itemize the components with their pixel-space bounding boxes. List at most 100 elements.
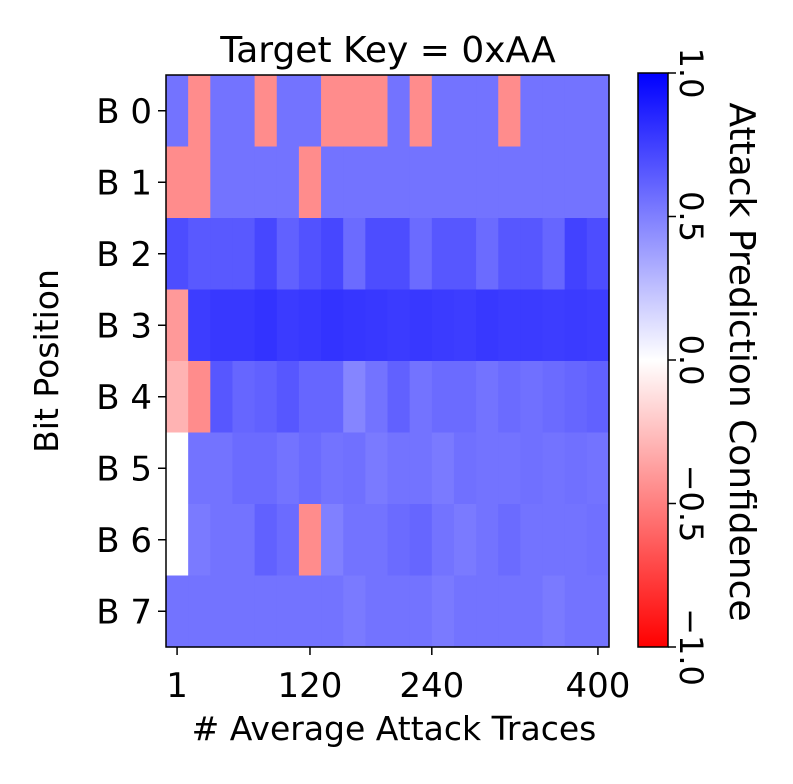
- heatmap-cell: [431, 504, 455, 577]
- heatmap-cell: [409, 146, 433, 219]
- heatmap-cell: [298, 218, 322, 291]
- heatmap-cell: [431, 289, 455, 362]
- heatmap-cell: [276, 289, 300, 362]
- heatmap-cell: [520, 361, 544, 434]
- y-tick-label: B 7: [96, 592, 152, 632]
- heatmap-cell: [542, 432, 566, 505]
- heatmap-cell: [210, 504, 234, 577]
- heatmap-cell: [431, 575, 455, 648]
- x-axis-ticks: 1 120 240 400: [166, 647, 630, 706]
- heatmap-cell: [365, 361, 389, 434]
- heatmap-cell: [321, 432, 344, 505]
- heatmap-cell: [542, 504, 566, 577]
- heatmap-cell: [586, 504, 610, 577]
- heatmap-cell: [409, 289, 433, 362]
- heatmap-cell: [431, 218, 455, 291]
- heatmap-cell: [166, 504, 189, 577]
- heatmap-cell: [254, 432, 278, 505]
- heatmap-cell: [232, 146, 256, 219]
- heatmap-cell: [188, 146, 211, 219]
- heatmap-cell: [166, 432, 189, 505]
- heatmap-cell: [542, 361, 566, 434]
- heatmap-cell: [166, 75, 189, 148]
- y-axis-ticks: B 0 B 1 B 2 B 3 B 4 B 5 B 6 B 7: [96, 92, 166, 632]
- heatmap-cell: [520, 146, 544, 219]
- heatmap-cell: [365, 575, 389, 648]
- heatmap-cell: [254, 218, 278, 291]
- heatmap-cell: [365, 75, 389, 148]
- heatmap-cell: [343, 504, 366, 577]
- heatmap-cell: [431, 432, 455, 505]
- heatmap-cell: [453, 218, 477, 291]
- heatmap-cell: [520, 575, 544, 648]
- heatmap-cell: [321, 289, 344, 362]
- x-tick-label: 1: [166, 666, 188, 706]
- heatmap-cell: [232, 575, 256, 648]
- heatmap-cell: [298, 361, 322, 434]
- colorbar: [637, 72, 669, 648]
- chart-title: Target Key = 0xAA: [219, 30, 556, 71]
- heatmap-cell: [298, 146, 322, 219]
- heatmap-cell: [453, 289, 477, 362]
- plot-frame: [165, 74, 610, 648]
- heatmap-cell: [188, 218, 211, 291]
- heatmap-cell: [365, 432, 389, 505]
- heatmap-cell: [343, 575, 366, 648]
- heatmap-cell: [365, 146, 389, 219]
- heatmap-cell: [365, 289, 389, 362]
- x-tick-label: 240: [399, 666, 464, 706]
- colorbar-label: Attack Prediction Confidence: [721, 102, 762, 621]
- x-tick-label: 400: [565, 666, 630, 706]
- heatmap-cell: [564, 75, 588, 148]
- heatmap-cell: [520, 504, 544, 577]
- heatmap-cell: [564, 146, 588, 219]
- heatmap-cell: [232, 218, 256, 291]
- heatmap-cell: [232, 75, 256, 148]
- heatmap-cell: [166, 146, 189, 219]
- heatmap-cell: [476, 218, 499, 291]
- heatmap-cell: [276, 361, 300, 434]
- heatmap-cell: [520, 75, 544, 148]
- heatmap-cell: [586, 575, 610, 648]
- heatmap-cell: [343, 218, 366, 291]
- heatmap-cell: [542, 146, 566, 219]
- heatmap-cell: [298, 75, 322, 148]
- heatmap-cell: [188, 432, 211, 505]
- colorbar-ticks: 1.0 0.5 0.0 −0.5 −1.0: [668, 48, 710, 686]
- heatmap-cell: [188, 361, 211, 434]
- heatmap-cell: [564, 361, 588, 434]
- heatmap-cell: [476, 289, 499, 362]
- heatmap-cell: [542, 289, 566, 362]
- heatmap-cell: [498, 146, 521, 219]
- heatmap-cell: [586, 289, 610, 362]
- heatmap-cell: [520, 218, 544, 291]
- heatmap-cell: [365, 504, 389, 577]
- heatmap-cell: [188, 575, 211, 648]
- x-tick-label: 120: [278, 666, 343, 706]
- heatmap-cell: [564, 218, 588, 291]
- heatmap-cell: [498, 361, 521, 434]
- heatmap-cell: [476, 432, 499, 505]
- heatmap-cell: [276, 75, 300, 148]
- heatmap-cell: [254, 289, 278, 362]
- heatmap-cell: [232, 432, 256, 505]
- heatmap-cell: [498, 75, 521, 148]
- heatmap-cell: [188, 504, 211, 577]
- heatmap-cell: [321, 75, 344, 148]
- heatmap-cell: [409, 575, 433, 648]
- heatmap-cell: [453, 575, 477, 648]
- heatmap-cell: [232, 504, 256, 577]
- heatmap-cell: [586, 432, 610, 505]
- heatmap-cell: [542, 575, 566, 648]
- heatmap-cell: [298, 504, 322, 577]
- heatmap-cell: [409, 504, 433, 577]
- heatmap-cells: [166, 75, 610, 648]
- heatmap-cell: [453, 146, 477, 219]
- heatmap-cell: [498, 218, 521, 291]
- y-tick-label: B 0: [96, 92, 152, 132]
- heatmap-cell: [453, 504, 477, 577]
- heatmap-cell: [254, 146, 278, 219]
- heatmap-cell: [409, 218, 433, 291]
- heatmap-cell: [298, 432, 322, 505]
- heatmap-cell: [498, 504, 521, 577]
